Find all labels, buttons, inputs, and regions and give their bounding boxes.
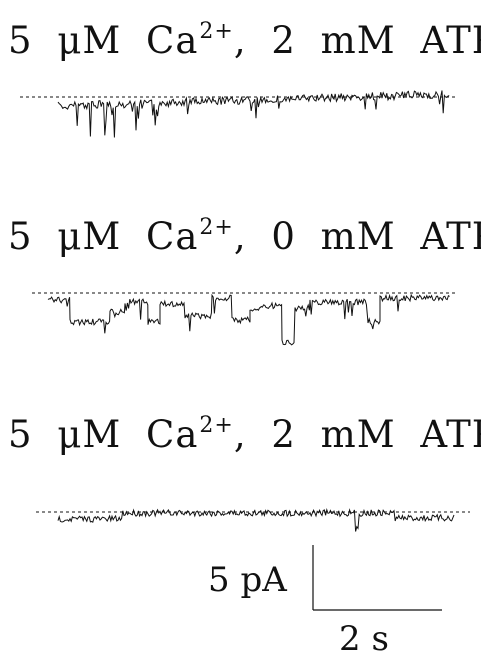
current-trace-2 [32,292,458,346]
condition-label-2: 5 μM Ca2+, 0 mM ATP [8,215,481,258]
current-trace-1 [20,90,458,138]
trace-signal [57,507,455,532]
condition-label-3: 5 μM Ca2+, 2 mM ATP [8,413,481,456]
scale-bar-current-label: 5 pA [208,560,287,600]
trace-signal [57,90,450,138]
trace-signal [47,293,450,346]
condition-label-1: 5 μM Ca2+, 2 mM ATP [8,19,481,62]
current-trace-3 [36,507,470,532]
scale-bar-time-label: 2 s [339,619,389,659]
